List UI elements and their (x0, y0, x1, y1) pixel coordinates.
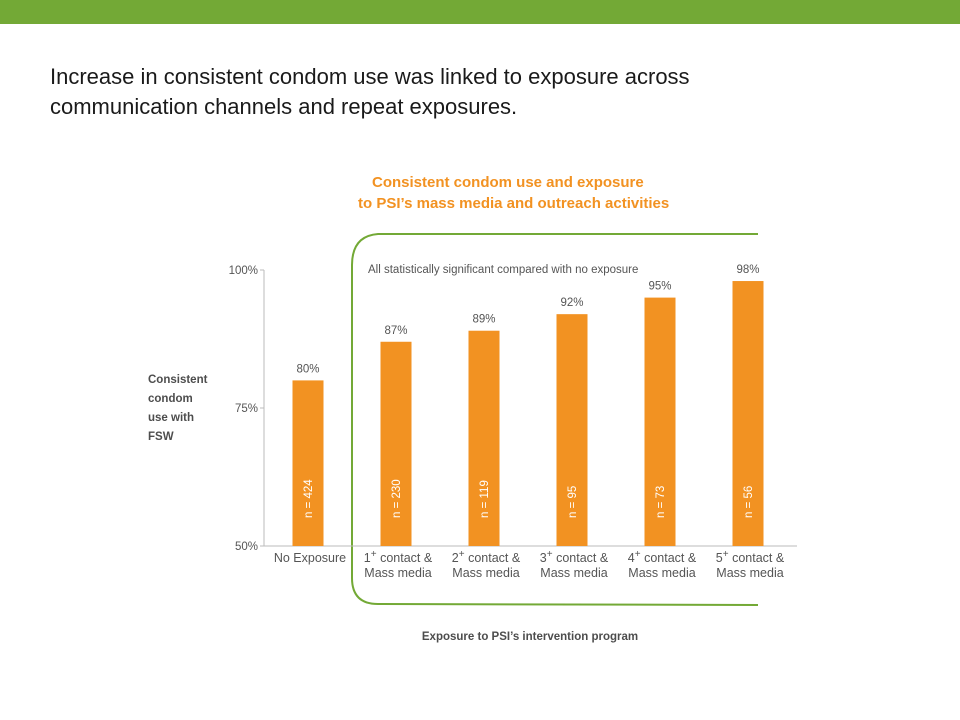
y-axis-label-line-1: Consistent (148, 374, 208, 386)
bar (292, 380, 324, 546)
y-tick-label: 50% (235, 541, 258, 553)
category-label-superscript: + (635, 549, 641, 560)
sample-size-label: n = 424 (303, 479, 315, 518)
category-label-main: 2 (452, 551, 459, 565)
category-label-main: 1 (364, 551, 371, 565)
y-tick-label: 100% (229, 265, 258, 277)
category-label-rest: contact & (553, 551, 609, 565)
category-label: 1+ contact & (364, 549, 433, 565)
category-label-rest: contact & (377, 551, 433, 565)
bar-value-label: 89% (472, 314, 495, 326)
category-label-superscript: + (723, 549, 729, 560)
category-label-line-2: Mass media (452, 566, 519, 580)
category-label: No Exposure (274, 551, 346, 565)
category-label-superscript: + (547, 549, 553, 560)
bar (380, 341, 412, 546)
chart-title-line-2: to PSI’s mass media and outreach activit… (358, 195, 669, 212)
category-label-main: No Exposure (274, 551, 346, 565)
category-label-rest: contact & (729, 551, 785, 565)
bar-value-label: 80% (296, 363, 319, 375)
category-label-line-2: Mass media (628, 566, 695, 580)
category-label-superscript: + (459, 549, 465, 560)
bar-value-label: 92% (560, 297, 583, 309)
bar-value-label: 87% (384, 325, 407, 337)
sample-size-label: n = 119 (479, 480, 491, 518)
sample-size-label: n = 230 (391, 479, 403, 518)
category-label: 4+ contact & (628, 549, 697, 565)
bar (732, 281, 764, 546)
sample-size-label: n = 73 (655, 486, 667, 518)
category-label-rest: contact & (641, 551, 697, 565)
x-axis-title: Exposure to PSI’s intervention program (422, 631, 638, 643)
chart-title-line-1: Consistent condom use and exposure (372, 174, 644, 191)
bar (556, 314, 588, 546)
bar-value-label: 98% (736, 264, 759, 276)
slide-heading: Increase in consistent condom use was li… (50, 62, 910, 122)
bar (468, 330, 500, 546)
significance-note: All statistically significant compared w… (368, 264, 638, 276)
category-label-main: 3 (540, 551, 547, 565)
sample-size-label: n = 56 (743, 486, 755, 518)
category-label-superscript: + (371, 549, 377, 560)
category-label-line-2: Mass media (716, 566, 783, 580)
slide-heading-line-2: communication channels and repeat exposu… (50, 94, 518, 119)
y-ticks: 100% 75% 50% (229, 265, 264, 553)
category-label-main: 4 (628, 551, 635, 565)
y-axis-label-line-2: condom (148, 393, 193, 405)
category-label: 5+ contact & (716, 549, 785, 565)
category-label: 3+ contact & (540, 549, 609, 565)
category-label-line-2: Mass media (364, 566, 431, 580)
bar-value-label: 95% (648, 281, 671, 293)
category-label: 2+ contact & (452, 549, 521, 565)
slide-heading-line-1: Increase in consistent condom use was li… (50, 64, 690, 89)
exposure-group-bracket (351, 233, 759, 606)
y-axis-label-line-3: use with (148, 412, 194, 424)
bar (644, 297, 676, 546)
category-label-line-2: Mass media (540, 566, 607, 580)
sample-size-label: n = 95 (567, 486, 579, 518)
y-axis-label-line-4: FSW (148, 431, 174, 443)
category-label-main: 5 (716, 551, 723, 565)
category-label-rest: contact & (465, 551, 521, 565)
top-accent-bar (0, 0, 960, 24)
y-tick-label: 75% (235, 403, 258, 415)
